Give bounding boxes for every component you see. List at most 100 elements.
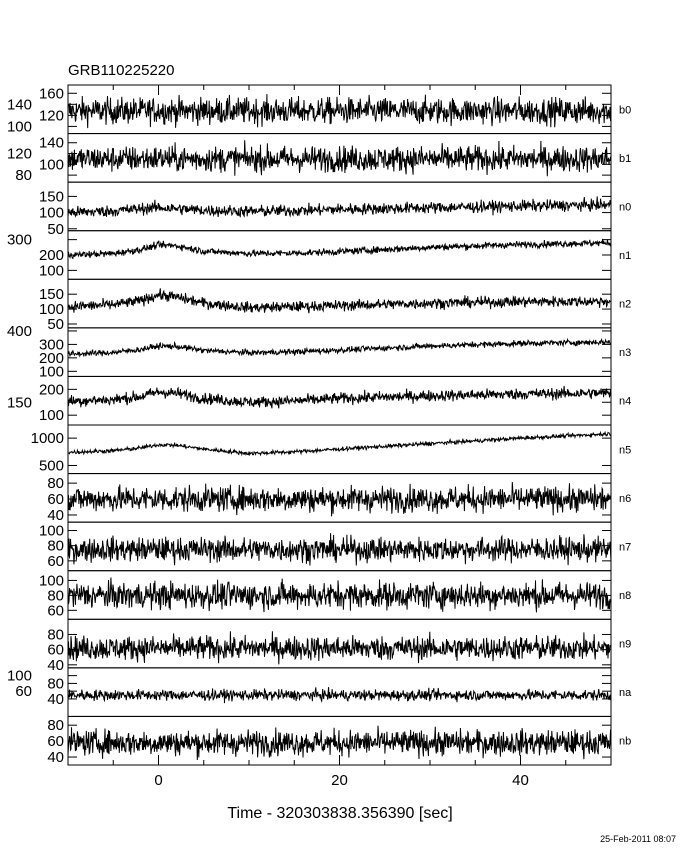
detector-label: nb: [619, 736, 631, 748]
panel-n0: n0: [67, 181, 631, 232]
y-tick-label: 120: [39, 107, 64, 124]
detector-label: n3: [619, 347, 631, 359]
light-curve-n7: [67, 533, 612, 566]
detector-label: b1: [619, 153, 631, 165]
x-axis-label: Time - 320303838.356390 [sec]: [227, 805, 452, 822]
y-tick-label: 200: [39, 350, 64, 367]
timestamp: 25-Feb-2011 08:07: [600, 834, 676, 844]
y-tick-label: 100: [39, 407, 64, 424]
light-curve-n3: [67, 337, 612, 358]
panel-frame-n5: [67, 424, 612, 475]
detector-label: n7: [619, 541, 631, 553]
detector-label: n6: [619, 493, 631, 505]
detector-label: n9: [619, 639, 631, 651]
light-curve-n6: [67, 481, 612, 517]
y-tick-label: 100: [39, 522, 64, 539]
y-tick-label: 80: [47, 538, 64, 555]
detector-label: n0: [619, 201, 631, 213]
y-tick-label: 60: [15, 683, 32, 700]
y-tick-label: 300: [7, 232, 32, 249]
y-tick-label: 60: [47, 553, 64, 570]
y-tick-label: 60: [47, 491, 64, 508]
light-curve-n4: [67, 385, 612, 409]
y-tick-label: 40: [47, 749, 64, 766]
y-tick-label: 100: [7, 118, 32, 135]
panel-na: na: [67, 667, 632, 717]
light-curve-b0: [67, 94, 612, 129]
y-tick-label: 160: [39, 85, 64, 102]
x-axis: 0 20 40: [67, 85, 612, 789]
panel-frame-n3: [67, 327, 612, 377]
panel-n9: n9: [67, 618, 631, 669]
y-tick-labels: 1601401201001401201008015010050300200100…: [7, 85, 64, 766]
light-curve-n2: [67, 288, 612, 314]
y-tick-label: 1000: [31, 430, 64, 447]
panel-frame-n4: [67, 375, 612, 426]
y-tick-label: 50: [47, 221, 64, 238]
y-tick-label: 140: [39, 135, 64, 152]
y-tick-label: 400: [7, 323, 32, 340]
panel-n6: n6: [67, 473, 631, 523]
detector-label: n4: [619, 396, 631, 408]
panel-n5: n5: [67, 424, 631, 475]
panel-n2: n2: [67, 278, 631, 329]
panel-n3: n3: [67, 327, 631, 377]
y-tick-label: 40: [47, 507, 64, 524]
y-tick-label: 80: [47, 626, 64, 643]
light-curve-na: [67, 687, 612, 704]
y-tick-label: 200: [39, 381, 64, 398]
detector-label: n1: [619, 250, 631, 262]
detector-label: na: [619, 687, 632, 699]
y-tick-label: 120: [7, 146, 32, 163]
y-tick-label: 80: [47, 475, 64, 492]
y-tick-label: 150: [7, 394, 32, 411]
y-tick-label: 500: [39, 457, 64, 474]
y-tick-label: 150: [39, 188, 64, 205]
panel-b0: b0: [67, 84, 631, 135]
detector-label: n8: [619, 590, 631, 602]
y-tick-label: 100: [39, 262, 64, 279]
y-tick-label: 80: [47, 717, 64, 734]
x-tick-label: 0: [154, 772, 162, 789]
x-tick-label: 20: [331, 772, 348, 789]
panel-n1: n1: [67, 230, 631, 280]
y-tick-label: 60: [47, 642, 64, 659]
light-curve-n0: [67, 196, 612, 218]
y-tick-label: 150: [39, 286, 64, 303]
chart-title: GRB110225220: [68, 62, 174, 79]
y-tick-label: 100: [7, 668, 32, 685]
y-tick-label: 40: [47, 657, 64, 674]
y-tick-label: 100: [39, 363, 64, 380]
x-tick-label: 40: [512, 772, 529, 789]
light-curve-n5: [68, 430, 612, 457]
panel-nb: nb: [67, 715, 631, 766]
y-tick-label: 60: [47, 733, 64, 750]
y-tick-label: 140: [7, 96, 32, 113]
y-tick-label: 50: [47, 316, 64, 333]
light-curve-n9: [67, 631, 612, 665]
y-tick-label: 40: [47, 691, 64, 708]
y-tick-label: 80: [15, 167, 32, 184]
panel-b1: b1: [67, 133, 631, 183]
y-tick-label: 100: [39, 205, 64, 222]
detector-label: n5: [619, 444, 631, 456]
y-tick-label: 100: [39, 301, 64, 318]
y-tick-label: 100: [39, 156, 64, 173]
light-curve-n8: [67, 577, 612, 613]
y-tick-label: 80: [47, 675, 64, 692]
detector-label: b0: [619, 104, 631, 116]
panels: b0 b1 n0 n1 n2 n3 n4 n5 n6 n7 n8 n9 na nb: [67, 84, 632, 766]
detector-label: n2: [619, 299, 631, 311]
y-tick-label: 300: [39, 336, 64, 353]
panel-n8: n8: [67, 570, 631, 620]
light-curve-nb: [67, 725, 612, 761]
panel-frame-n1: [67, 230, 612, 280]
y-tick-label: 80: [47, 587, 64, 604]
light-curve-b1: [67, 140, 612, 177]
panel-n7: n7: [67, 521, 631, 572]
y-tick-label: 200: [39, 247, 64, 264]
panel-n4: n4: [67, 375, 631, 426]
light-curve-n1: [67, 238, 612, 260]
y-tick-label: 60: [47, 602, 64, 619]
